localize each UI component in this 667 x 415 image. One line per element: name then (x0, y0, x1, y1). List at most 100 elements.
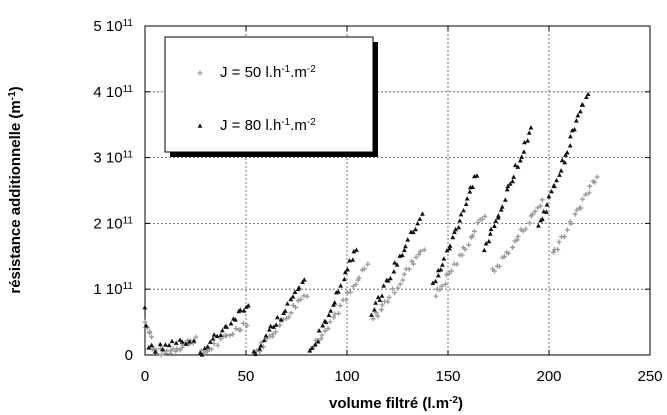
marker-j80 (403, 243, 408, 249)
marker-j80 (499, 204, 505, 209)
marker-j80 (546, 193, 552, 199)
marker-j50 (378, 307, 384, 313)
marker-j80 (504, 186, 510, 192)
marker-j80 (549, 188, 554, 194)
marker-j50 (561, 234, 567, 240)
x-tick-label: 50 (238, 368, 255, 385)
y-tick-labels: 0 1 1011 2 1011 3 1011 4 1011 5 1011 (93, 18, 133, 365)
marker-j50 (556, 239, 562, 245)
marker-j80 (568, 134, 573, 139)
marker-j50 (564, 227, 570, 233)
marker-j80 (211, 332, 217, 337)
marker-j50 (288, 310, 294, 316)
marker-j80 (502, 197, 508, 202)
marker-j80 (474, 173, 480, 178)
axis-ticks (144, 25, 651, 356)
y-tick-label: 2 1011 (93, 215, 133, 233)
marker-j80 (143, 323, 149, 328)
marker-j80 (492, 223, 497, 229)
marker-j80 (444, 248, 450, 253)
marker-j80 (292, 289, 298, 294)
marker-j50 (327, 319, 333, 325)
legend-markers (197, 70, 203, 128)
marker-j80 (320, 323, 326, 328)
marker-j50 (587, 183, 593, 189)
marker-j80 (572, 126, 577, 132)
marker-j80 (285, 301, 290, 306)
marker-j50 (523, 226, 529, 232)
marker-j80 (392, 260, 398, 265)
marker-j50 (215, 342, 221, 348)
x-tick-label: 150 (435, 368, 460, 385)
marker-j80 (521, 149, 527, 154)
marker-j80 (435, 273, 441, 278)
marker-j80 (493, 218, 499, 223)
marker-j80 (233, 317, 238, 322)
marker-j50 (149, 334, 155, 340)
marker-j50 (379, 302, 385, 308)
marker-j80 (452, 229, 457, 235)
marker-j50 (406, 266, 412, 272)
data-points (142, 91, 600, 358)
marker-j80 (391, 269, 397, 274)
marker-j50 (583, 192, 589, 198)
marker-j80 (228, 321, 234, 326)
marker-j50 (286, 314, 292, 320)
y-axis-title: résistance additionnelle (m-1) (7, 86, 25, 293)
marker-j80 (266, 327, 272, 332)
marker-j80 (554, 177, 559, 183)
marker-j50 (335, 311, 341, 317)
legend-marker-j80 (197, 123, 203, 128)
marker-j80 (470, 184, 476, 189)
marker-j80 (142, 304, 148, 310)
marker-j50 (492, 268, 498, 274)
marker-j50 (580, 196, 586, 202)
marker-j50 (539, 197, 545, 203)
marker-j50 (298, 296, 304, 302)
marker-j80 (237, 307, 243, 312)
marker-j50 (471, 228, 477, 234)
marker-j80 (381, 283, 387, 288)
marker-j80 (420, 211, 425, 216)
marker-j80 (243, 304, 249, 309)
marker-j80 (526, 130, 532, 135)
marker-j50 (356, 275, 362, 281)
marker-j50 (154, 351, 160, 357)
marker-j50 (273, 329, 279, 335)
marker-j80 (278, 317, 284, 322)
y-tick-label: 1 1011 (93, 281, 133, 299)
marker-j50 (454, 261, 460, 267)
marker-j50 (193, 334, 199, 340)
marker-j80 (488, 226, 494, 232)
marker-j80 (253, 351, 259, 356)
marker-j80 (486, 238, 492, 244)
marker-j80 (512, 162, 518, 168)
marker-j50 (293, 304, 299, 310)
y-tick-label: 5 1011 (93, 18, 133, 36)
marker-j80 (438, 267, 444, 272)
marker-j80 (300, 279, 305, 284)
marker-j80 (447, 243, 453, 248)
marker-j80 (296, 285, 302, 290)
marker-j50 (555, 247, 561, 253)
marker-j80 (507, 181, 513, 186)
marker-j80 (439, 262, 445, 267)
marker-j80 (575, 113, 581, 118)
marker-j80 (251, 348, 257, 354)
marker-j80 (312, 341, 318, 347)
marker-j80 (350, 257, 356, 262)
marker-j80 (354, 247, 359, 252)
marker-j80 (377, 297, 383, 302)
marker-j80 (461, 207, 466, 213)
marker-j50 (319, 332, 325, 338)
marker-j80 (323, 319, 329, 325)
marker-j50 (337, 303, 343, 309)
marker-j50 (550, 249, 556, 255)
marker-j50 (237, 327, 243, 333)
marker-j50 (385, 299, 391, 305)
marker-j80 (584, 94, 589, 99)
marker-j50 (416, 251, 422, 257)
marker-j80 (495, 213, 501, 218)
marker-j50 (449, 268, 455, 274)
marker-j80 (557, 172, 562, 177)
